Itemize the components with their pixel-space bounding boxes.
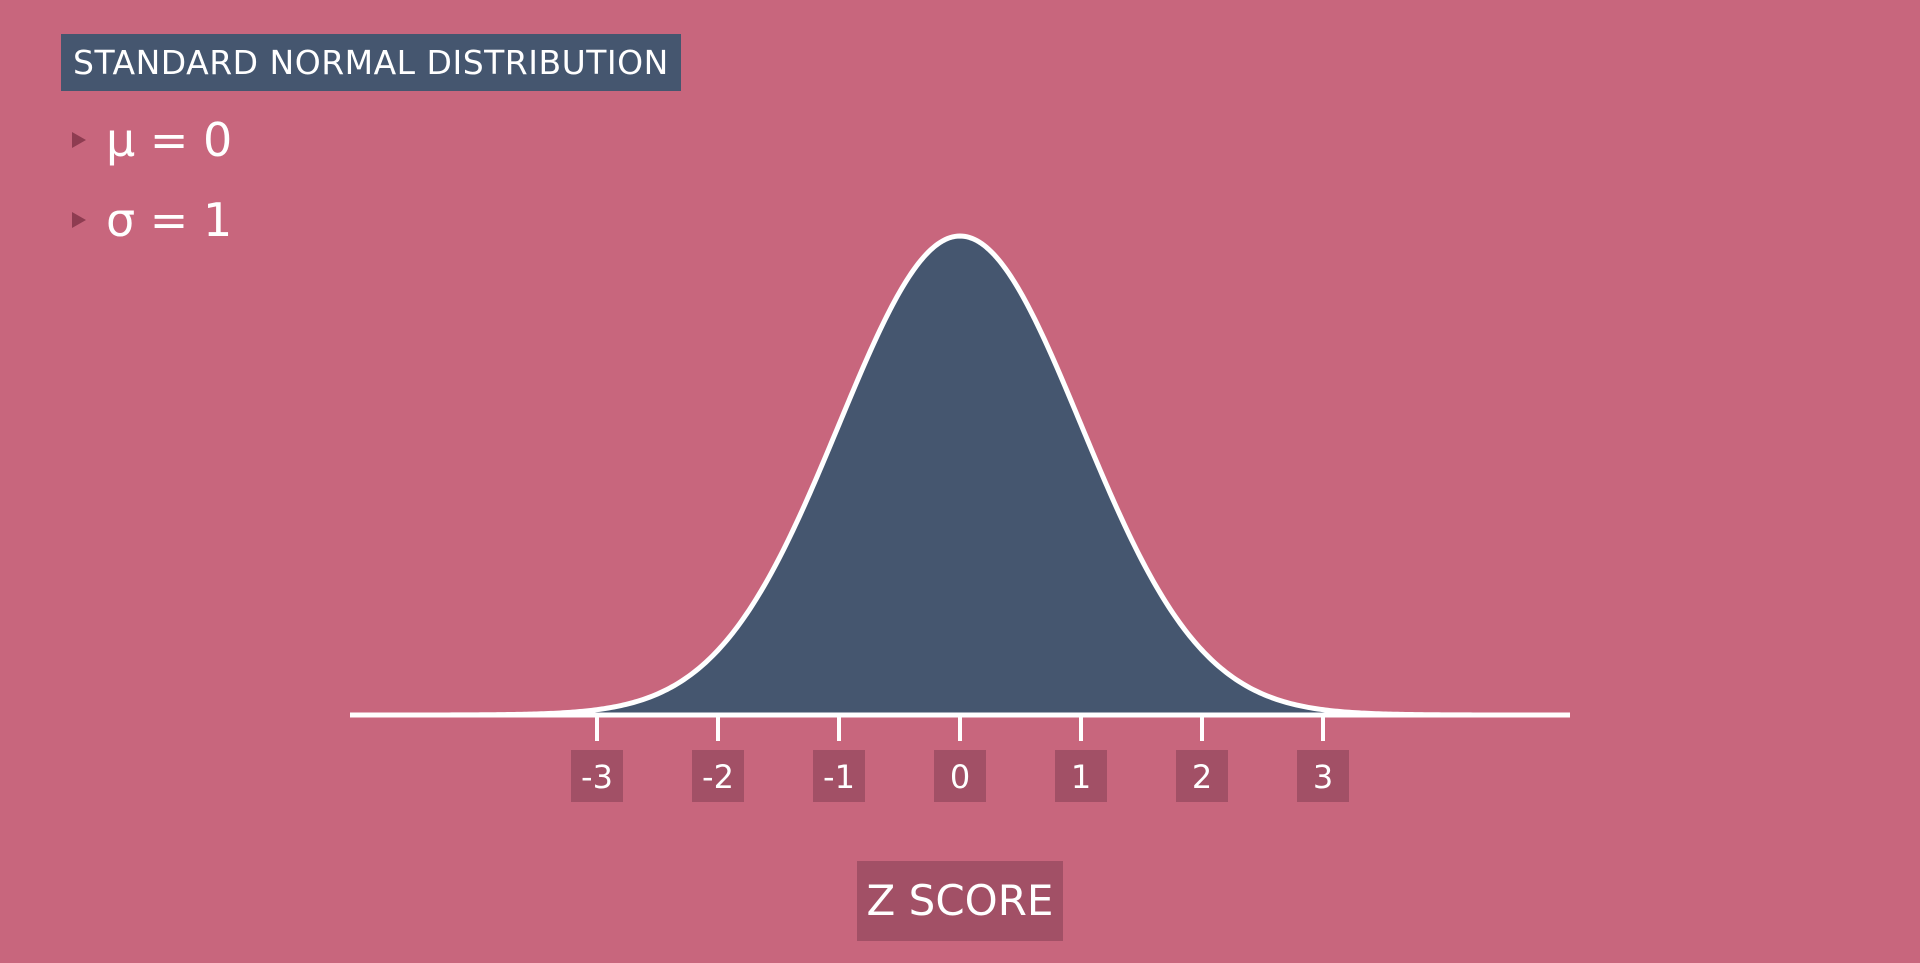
tick-label-box bbox=[1176, 750, 1228, 802]
std-label: σ = 1 bbox=[106, 193, 233, 247]
tick-label: 1 bbox=[1071, 758, 1091, 796]
tick-label: -2 bbox=[702, 758, 734, 796]
tick-label-box bbox=[692, 750, 744, 802]
mean-label: μ = 0 bbox=[106, 113, 233, 167]
tick-label-box bbox=[934, 750, 986, 802]
tick-label: 0 bbox=[950, 758, 970, 796]
curve-line bbox=[350, 233, 1570, 718]
tick-label-box bbox=[813, 750, 865, 802]
x-axis-ticks: -3 -2 -1 0 1 2 3 bbox=[571, 715, 1349, 802]
mean-parameter: μ = 0 bbox=[72, 112, 232, 168]
curve-area bbox=[350, 236, 1570, 715]
tick-label-box bbox=[1297, 750, 1349, 802]
bullet-triangle-icon bbox=[72, 212, 86, 228]
std-parameter: σ = 1 bbox=[72, 192, 232, 248]
tick-label: 2 bbox=[1192, 758, 1212, 796]
tick-label: -3 bbox=[581, 758, 613, 796]
tick-label: -1 bbox=[823, 758, 855, 796]
tick-label: 3 bbox=[1313, 758, 1333, 796]
tick-label-box bbox=[571, 750, 623, 802]
tick-label-box bbox=[1055, 750, 1107, 802]
x-axis-label: Z SCORE bbox=[857, 861, 1063, 941]
bullet-triangle-icon bbox=[72, 132, 86, 148]
page-title: STANDARD NORMAL DISTRIBUTION bbox=[61, 34, 681, 91]
